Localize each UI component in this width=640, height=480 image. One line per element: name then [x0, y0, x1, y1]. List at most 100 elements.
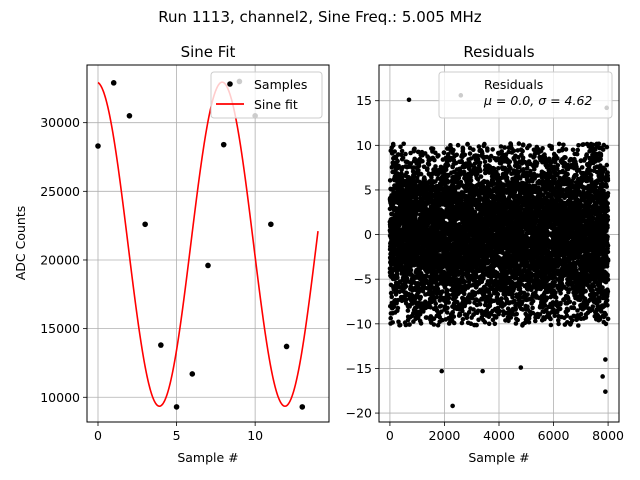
residual-point-66: [389, 294, 395, 300]
sine-fit-xtick-label-1: 5: [173, 428, 181, 443]
residual-point-3059: [471, 147, 476, 152]
sample-point-0: [95, 143, 101, 149]
residual-point-2154: [446, 300, 452, 305]
residual-point-3231: [475, 177, 481, 182]
residual-point-2343: [451, 314, 457, 319]
residual-point-3319: [478, 168, 483, 174]
residual-point-3668: [487, 158, 493, 163]
figure-suptitle: Run 1113, channel2, Sine Freq.: 5.005 MH…: [158, 8, 482, 26]
sine-fit-legend: Samples Sine fit: [210, 71, 323, 119]
residual-point-3388: [480, 151, 485, 156]
sine-fit-ytick-label-3: 25000: [40, 184, 80, 199]
residual-point-2657: [460, 308, 465, 314]
residual-point-4887: [520, 142, 526, 147]
residual-point-2986: [469, 163, 474, 168]
residual-point-773: [408, 161, 414, 166]
residual-point-3178: [474, 322, 479, 328]
residual-point-1922: [440, 317, 445, 323]
residual-point-572: [403, 151, 408, 157]
residual-point-1143: [418, 171, 424, 177]
sample-point-11: [268, 221, 274, 228]
sample-point-4: [158, 342, 164, 348]
residual-point-2754: [462, 172, 468, 178]
residual-point-42: [388, 290, 394, 296]
residual-point-3776: [490, 317, 496, 323]
residual-point-3303: [477, 160, 483, 166]
residual-point-2573: [457, 312, 463, 318]
residual-point-1071: [416, 163, 422, 169]
sine-fit-ytick-label-0: 10000: [40, 390, 80, 405]
residual-point-2302: [450, 310, 456, 315]
residual-point-3121: [472, 209, 478, 215]
residual-point-616: [404, 170, 410, 176]
sample-point-3: [142, 221, 148, 228]
residual-point-1225: [421, 309, 426, 314]
residual-point-3237: [475, 308, 481, 314]
sample-point-7: [205, 262, 211, 269]
sine-fit-legend-box: [210, 71, 323, 119]
residual-point-4611: [513, 306, 518, 312]
residual-point-2935: [467, 151, 473, 156]
residuals-panel: Residuals 0 2000 4000 6000 8000−20−15−10−505…: [346, 43, 624, 465]
residual-point-1827: [437, 314, 443, 320]
residual-point-585: [403, 284, 409, 289]
residual-point-594: [403, 297, 409, 303]
residual-point-2969: [468, 321, 474, 327]
residual-point-723: [407, 322, 412, 327]
sine-fit-ylabel: ADC Counts: [13, 206, 28, 281]
residual-point-1328: [423, 278, 429, 283]
residual-point-1376: [425, 166, 430, 171]
legend-sine-fit-label: Sine fit: [254, 97, 298, 112]
residual-point-584: [403, 322, 409, 328]
residual-point-1293: [422, 151, 428, 156]
residuals-title: Residuals: [463, 43, 534, 61]
residual-point-1929: [440, 289, 445, 294]
sine-fit-plot-area: [95, 78, 319, 410]
residual-point-3486: [482, 319, 488, 325]
residual-point-1760: [435, 286, 441, 292]
residual-point-3698: [488, 293, 494, 298]
residual-point-283: [395, 158, 400, 164]
residual-point-101: [390, 320, 396, 325]
residual-point-2972: [468, 156, 474, 161]
sine-fit-ytick-label-2: 20000: [40, 252, 80, 267]
residual-point-292: [395, 305, 401, 311]
residual-point-1714: [434, 294, 440, 300]
residual-point-2449: [454, 152, 460, 158]
residual-point-3973: [496, 166, 501, 171]
residual-point-388: [398, 144, 403, 150]
residual-point-1765: [435, 322, 441, 328]
residual-point-3431: [481, 276, 486, 281]
residual-point-3171: [474, 166, 479, 172]
sine-fit-ytick-label-1: 15000: [40, 321, 80, 336]
residual-point-902: [412, 146, 417, 152]
residual-point-661: [405, 308, 411, 313]
residual-point-82: [389, 211, 395, 217]
residual-point-4433: [508, 141, 514, 147]
residual-point-1664: [433, 150, 438, 156]
residual-point-3640: [486, 321, 492, 327]
residual-point-4883: [520, 155, 526, 160]
residual-point-3956: [495, 291, 501, 297]
residual-point-2288: [450, 279, 455, 285]
residual-point-2679: [460, 146, 466, 152]
residual-point-2113: [445, 305, 450, 311]
residual-point-4546: [511, 148, 517, 153]
residual-point-3209: [475, 171, 480, 177]
residual-point-2134: [445, 162, 451, 168]
sample-point-6: [189, 371, 196, 377]
residual-point-2104: [445, 288, 450, 294]
sample-point-13: [299, 404, 306, 410]
residual-point-483: [400, 155, 406, 161]
residual-point-420: [399, 171, 404, 176]
residual-point-1028: [415, 281, 421, 286]
residual-point-2327: [451, 147, 456, 153]
residual-point-125: [391, 143, 396, 148]
legend-samples-label: Samples: [254, 77, 307, 92]
residual-point-282: [395, 171, 400, 176]
residual-point-3575: [485, 148, 490, 153]
residual-point-2603: [458, 179, 464, 185]
residual-point-2105: [445, 146, 450, 151]
